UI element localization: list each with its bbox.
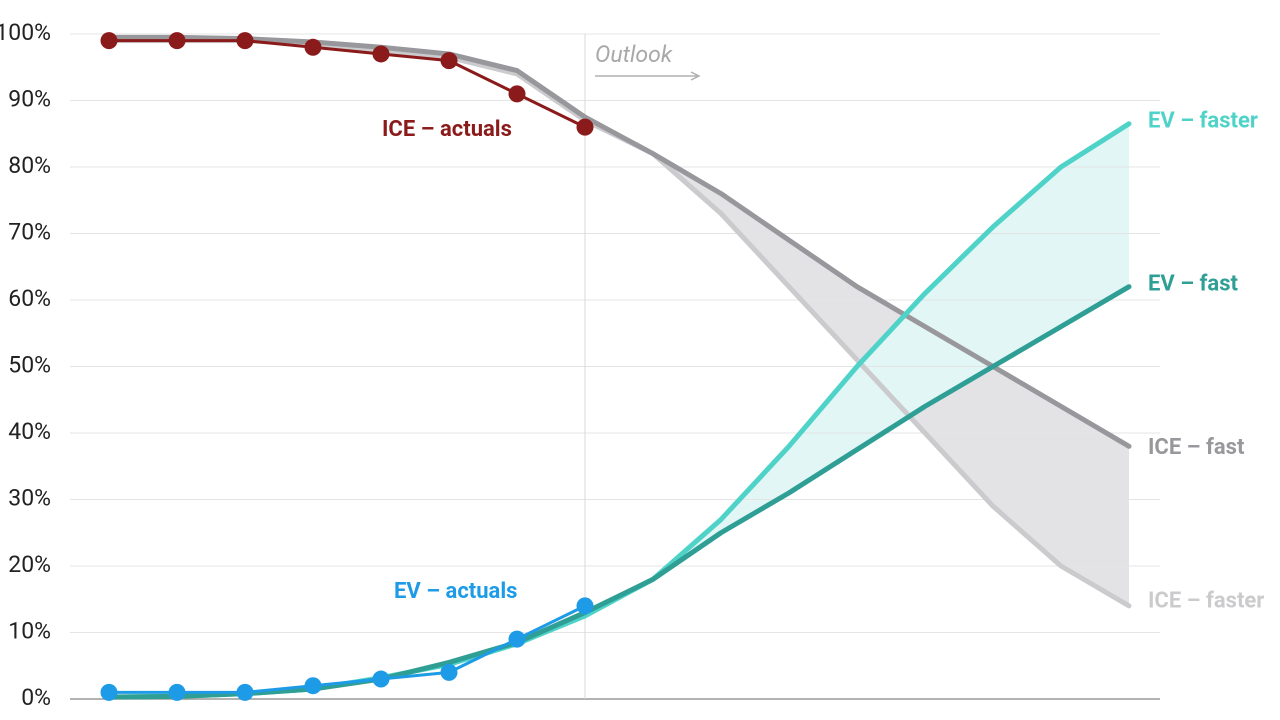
series-label: EV – faster xyxy=(1148,109,1258,134)
y-tick-label: 40% xyxy=(8,418,51,445)
y-tick-label: 70% xyxy=(8,219,51,246)
series-line xyxy=(106,284,1132,700)
y-tick-label: 60% xyxy=(8,285,51,312)
data-point xyxy=(508,630,526,648)
data-point xyxy=(236,683,254,701)
series-label: ICE – faster xyxy=(1148,589,1264,614)
series-label: ICE – fast xyxy=(1148,435,1245,460)
data-point xyxy=(440,663,458,681)
outlook-arrow xyxy=(595,71,701,81)
data-point xyxy=(236,32,254,50)
data-point xyxy=(576,597,594,615)
data-point xyxy=(100,683,118,701)
outlook-label: Outlook xyxy=(595,41,673,68)
y-tick-label: 30% xyxy=(8,485,51,512)
y-tick-label: 20% xyxy=(8,551,51,578)
series-label: EV – fast xyxy=(1148,272,1239,297)
y-tick-label: 0% xyxy=(21,684,51,711)
scenario-band xyxy=(585,117,1129,606)
y-tick-label: 10% xyxy=(8,618,51,645)
series-line xyxy=(107,604,587,694)
y-tick-label: 100% xyxy=(0,19,51,46)
data-point xyxy=(168,32,186,50)
data-point xyxy=(372,670,390,688)
data-point xyxy=(372,45,390,63)
series-line xyxy=(107,39,587,129)
data-point xyxy=(100,32,118,50)
series-label: ICE – actuals xyxy=(382,117,512,142)
data-point xyxy=(440,52,458,70)
data-point xyxy=(576,118,594,136)
data-point xyxy=(168,683,186,701)
series-line xyxy=(106,34,1132,449)
data-point xyxy=(508,85,526,103)
y-tick-label: 50% xyxy=(8,352,51,379)
y-tick-label: 80% xyxy=(8,152,51,179)
data-point xyxy=(304,677,322,695)
y-tick-label: 90% xyxy=(8,86,51,113)
series-label: EV – actuals xyxy=(394,579,517,604)
data-point xyxy=(304,38,322,56)
